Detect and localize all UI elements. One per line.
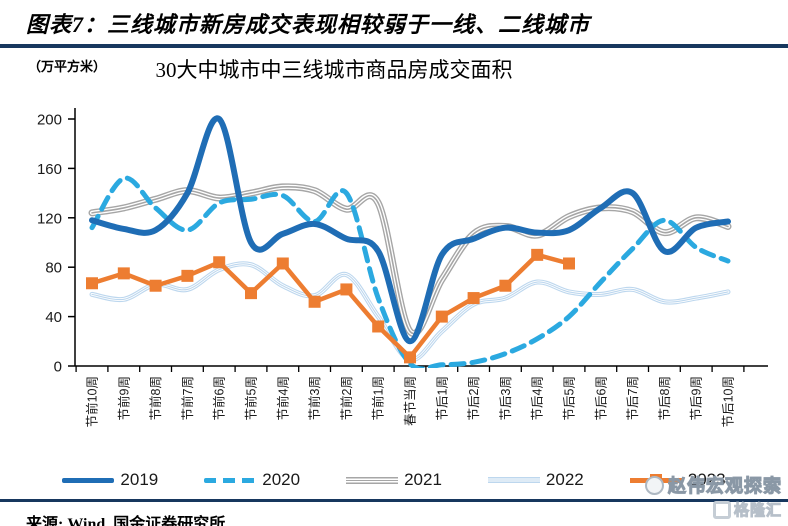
data-point-marker — [563, 257, 575, 270]
legend-label: 2022 — [545, 470, 584, 489]
x-tick-label: 节后8周 — [658, 376, 672, 420]
figure-footer: 来源: Wind, 国金证券研究所 — [0, 499, 788, 526]
legend-label: 2021 — [404, 470, 442, 489]
x-tick-label: 节前5周 — [244, 376, 259, 420]
x-tick-label: 节后3周 — [499, 376, 513, 420]
legend-swatch-2020-dashed-line — [204, 477, 257, 483]
series-2019 — [89, 115, 731, 345]
x-tick-label: 节后6周 — [594, 376, 608, 420]
x-tick-label: 节后1周 — [435, 376, 449, 420]
data-point-marker — [499, 279, 512, 292]
legend-item-2019: 2019 — [62, 470, 158, 490]
data-point-marker — [467, 292, 480, 305]
data-point-marker — [181, 269, 194, 282]
data-point-marker — [372, 320, 385, 333]
x-tick-label: 节前7周 — [180, 376, 195, 420]
data-point-marker — [435, 310, 448, 323]
x-tick-label: 节前3周 — [307, 376, 322, 420]
x-tick-label: 节前4周 — [275, 376, 290, 420]
chart-title: 30大中城市中三线城市商品房成交面积 — [155, 58, 513, 82]
series-2021 — [88, 183, 732, 338]
data-point-marker — [117, 267, 130, 280]
y-tick-label: 200 — [37, 112, 62, 129]
x-tick-label: 节后4周 — [531, 376, 545, 420]
y-tick-label: 40 — [45, 309, 62, 326]
y-axis-unit-label: （万平方米） — [28, 59, 107, 74]
legend-item-2022: 2022 — [487, 470, 584, 490]
x-tick-label: 节后7周 — [626, 376, 640, 420]
x-tick-label: 节前10周 — [85, 376, 100, 427]
legend-swatch-2023-line-with-marker — [629, 473, 682, 486]
x-tick-label: 节前2周 — [339, 376, 354, 420]
chart-legend: 2019 2020 2021 2022 2023 — [0, 465, 788, 495]
x-tick-label: 节后2周 — [467, 376, 481, 420]
legend-label: 2023 — [687, 470, 726, 489]
page-title: 图表7：三线城市新房成交表现相较弱于一线、二线城市 — [26, 12, 591, 37]
x-tick-label: 节后5周 — [563, 376, 577, 420]
line-chart: 0 40 80 120 160 200 节前10周 节前9周 节前8周 节前7周 节前6周 节前5周 节… — [37, 108, 768, 427]
data-point-marker — [531, 248, 544, 261]
data-point-marker — [213, 256, 226, 269]
x-tick-label: 节后9周 — [690, 376, 704, 420]
legend-item-2021: 2021 — [346, 470, 442, 490]
x-tick-label: 节前9周 — [116, 376, 131, 420]
x-tick-label: 春节当周 — [404, 376, 418, 426]
legend-item-2023: 2023 — [629, 470, 726, 490]
data-point-marker — [149, 279, 162, 292]
legend-label: 2020 — [262, 470, 301, 489]
data-point-marker — [404, 351, 416, 364]
data-point-marker — [86, 277, 98, 290]
figure-header: 图表7：三线城市新房成交表现相较弱于一线、二线城市 — [0, 0, 788, 48]
legend-swatch-2019-line — [62, 477, 115, 483]
chart-title-row: （万平方米） 30大中城市中三线城市商品房成交面积 — [0, 48, 788, 92]
legend-item-2020: 2020 — [204, 470, 300, 490]
y-tick-label: 160 — [37, 161, 62, 178]
x-tick-label: 节前1周 — [371, 376, 386, 420]
legend-swatch-2022-line — [487, 477, 540, 483]
legend-swatch-2021-line — [346, 476, 399, 484]
y-tick-label: 80 — [45, 260, 62, 277]
x-tick-label: 节前6周 — [212, 376, 227, 420]
y-tick-label: 0 — [54, 359, 62, 376]
legend-label: 2019 — [120, 470, 159, 489]
series-2023 — [86, 248, 575, 364]
x-tick-label: 节前8周 — [148, 376, 163, 420]
data-point-marker — [340, 283, 353, 296]
y-tick-label: 120 — [37, 210, 62, 227]
x-tick-label: 节后10周 — [722, 376, 736, 427]
square-marker-icon — [649, 473, 662, 486]
data-point-marker — [245, 287, 257, 300]
data-point-marker — [276, 257, 289, 270]
data-point-marker — [308, 295, 321, 308]
source-text: 来源: Wind, 国金证券研究所 — [26, 516, 226, 526]
